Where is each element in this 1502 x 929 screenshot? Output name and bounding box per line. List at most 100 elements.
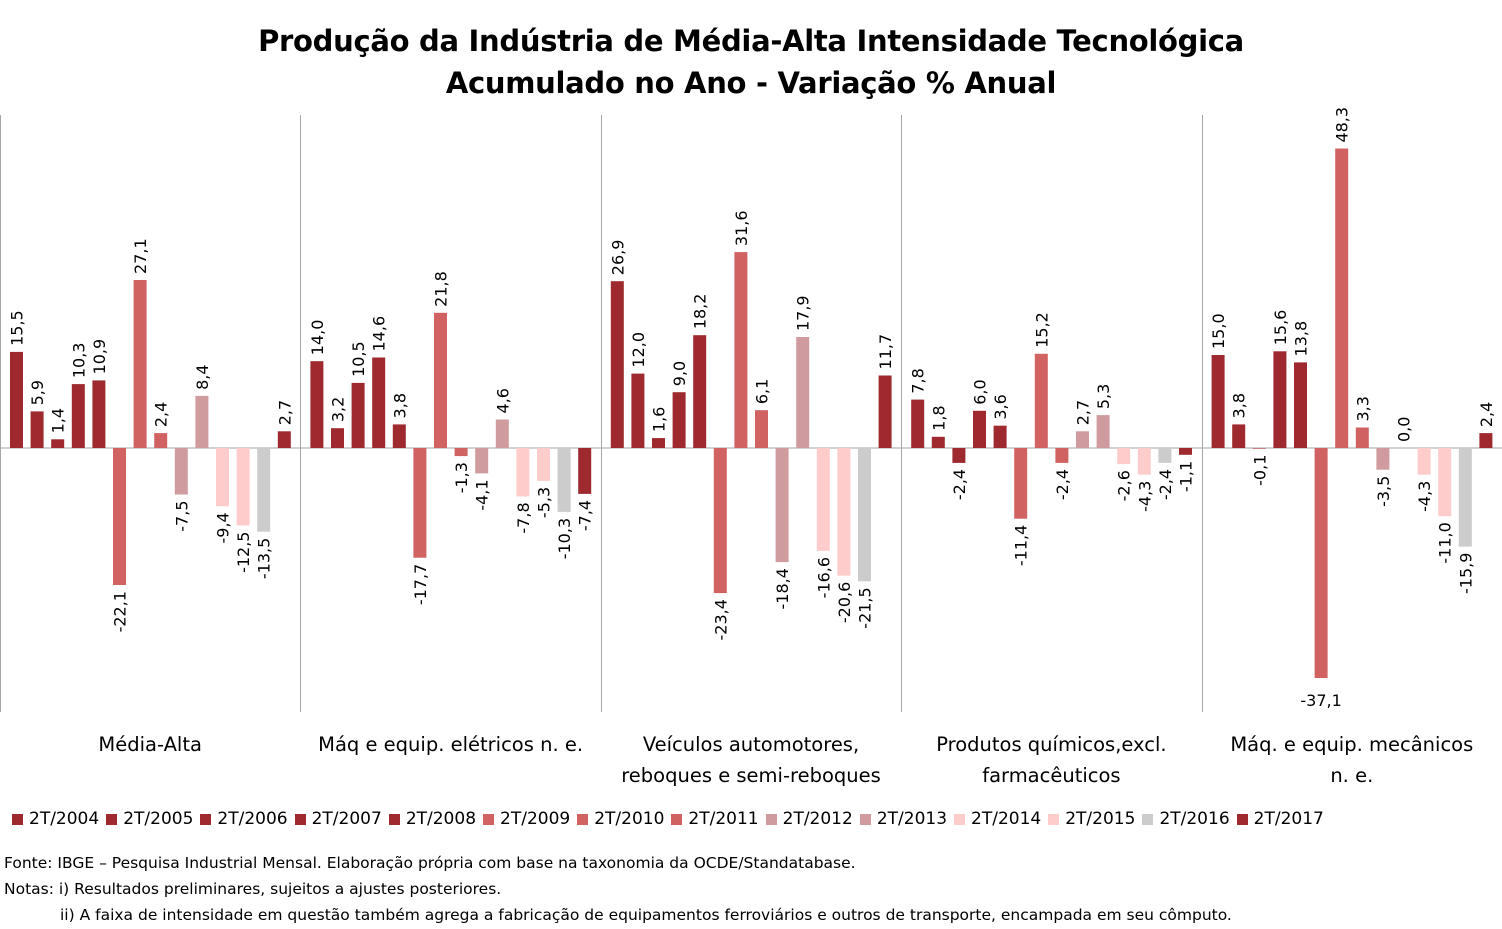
bar-2T-2015-cat1 (236, 448, 250, 526)
data-label: -22,1 (111, 591, 130, 632)
bar-2T-2008-cat4 (993, 425, 1007, 448)
legend-swatch (294, 813, 306, 825)
data-label: -9,4 (214, 512, 233, 543)
bar-2T-2008-cat5 (1294, 362, 1307, 448)
bar-2T-2006-cat3 (652, 438, 665, 448)
bar-2T-2010-cat2 (434, 312, 447, 448)
data-label: -10,3 (555, 518, 574, 559)
data-label: 17,9 (794, 295, 813, 331)
bar-2T-2011-cat5 (1355, 427, 1369, 448)
category-label: Veículos automotores, (643, 733, 859, 756)
legend-swatch (483, 813, 495, 825)
legend-label: 2T/2011 (688, 809, 759, 829)
bar-2T-2004-cat5 (1211, 355, 1225, 448)
legend-label: 2T/2006 (217, 809, 288, 829)
data-label: -20,6 (835, 582, 854, 623)
data-label: -7,8 (514, 502, 533, 533)
data-label: 15,2 (1032, 312, 1051, 348)
bar-2T-2012-cat3 (775, 448, 789, 563)
bar-2T-2010-cat4 (1034, 353, 1048, 448)
legend-swatch (12, 813, 23, 825)
bar-2T-2016-cat2 (557, 448, 571, 512)
data-label: 14,6 (370, 316, 389, 352)
data-label: -1,3 (452, 462, 471, 493)
data-label: 15,6 (1271, 310, 1290, 346)
legend-item: 2T/2013 (859, 809, 948, 829)
data-label: 5,3 (1094, 384, 1113, 409)
legend-label: 2T/2013 (876, 809, 948, 829)
legend-item: 2T/2004 (12, 809, 99, 829)
legend-label: 2T/2017 (1253, 809, 1324, 829)
bar-2T-2016-cat1 (257, 448, 271, 532)
bar-2T-2009-cat5 (1314, 448, 1328, 678)
note-1: Notas: i) Resultados preliminares, sujei… (4, 880, 502, 898)
data-label: -21,5 (856, 587, 875, 628)
bar-2T-2015-cat4 (1137, 448, 1151, 475)
bar-2T-2007-cat2 (372, 357, 386, 448)
data-label: -3,5 (1374, 476, 1393, 507)
data-label: -12,5 (234, 532, 253, 573)
bar-2T-2009-cat1 (113, 448, 126, 585)
data-label: -4,1 (473, 479, 492, 510)
legend-label: 2T/2014 (971, 809, 1042, 829)
data-label: -1,1 (1177, 461, 1196, 492)
data-label: 15,5 (8, 310, 27, 346)
data-label: -0,1 (1250, 455, 1269, 486)
data-label: 3,2 (329, 397, 348, 422)
bar-2T-2014-cat1 (216, 448, 229, 507)
bar-2T-2004-cat2 (310, 361, 324, 448)
bar-2T-2008-cat1 (92, 380, 106, 448)
data-label: 3,3 (1353, 396, 1372, 421)
data-label: 2,7 (1074, 400, 1093, 425)
bar-2T-2012-cat4 (1076, 431, 1089, 448)
data-label: 3,8 (390, 393, 409, 418)
legend-swatch (106, 813, 118, 825)
data-label: -11,0 (1436, 522, 1455, 563)
category-label: Máq e equip. elétricos n. e. (318, 733, 583, 756)
bar-2T-2013-cat2 (495, 419, 509, 448)
legend-swatch (200, 813, 212, 825)
bar-2T-2011-cat1 (154, 433, 168, 448)
bar-2T-2014-cat3 (816, 448, 830, 551)
bar-2T-2011-cat2 (454, 448, 468, 457)
data-label: 14,0 (308, 320, 327, 356)
data-label: -2,4 (950, 469, 969, 500)
bar-2T-2017-cat1 (277, 431, 291, 448)
data-label: 10,5 (349, 341, 368, 377)
data-label: -13,5 (255, 538, 274, 579)
legend-label: 2T/2005 (123, 809, 194, 829)
chart-legend: 2T/2004 2T/2005 2T/2006 2T/2007 2T/2008 2T/20… (12, 806, 1502, 832)
data-label: 1,4 (49, 408, 68, 433)
data-label: 3,8 (1230, 393, 1249, 418)
note-2: ii) A faixa de intensidade em questão ta… (60, 906, 1232, 924)
legend-item: 2T/2008 (388, 809, 477, 829)
bar-2T-2014-cat5 (1417, 448, 1431, 475)
data-label: 8,4 (193, 364, 212, 389)
data-label: -7,5 (172, 501, 191, 532)
legend-label: 2T/2008 (405, 809, 477, 829)
legend-item: 2T/2011 (671, 809, 759, 829)
bar-2T-2017-cat2 (578, 448, 592, 494)
data-label: -4,3 (1135, 481, 1154, 512)
legend-swatch (1048, 813, 1060, 825)
bar-2T-2004-cat4 (911, 399, 925, 448)
data-label: -5,3 (535, 487, 554, 518)
bar-chart: 15,5 14,0 26,9 7,8 15,0 5,9 3,2 12,0 1,8 3,8 1,4 10… (0, 107, 1502, 787)
data-label: -7,4 (576, 500, 595, 531)
legend-label: 2T/2007 (311, 809, 382, 829)
data-label: 3,6 (991, 394, 1010, 419)
legend-label: 2T/2010 (594, 809, 665, 829)
data-label: -2,6 (1115, 470, 1134, 501)
bar-2T-2008-cat3 (693, 335, 707, 448)
bar-2T-2009-cat3 (713, 448, 727, 594)
bar-2T-2012-cat1 (174, 448, 188, 495)
bar-2T-2004-cat3 (610, 281, 624, 448)
data-label: -2,4 (1053, 469, 1072, 500)
bar-2T-2006-cat4 (952, 448, 966, 463)
bar-2T-2005-cat2 (331, 428, 344, 448)
bar-2T-2009-cat2 (413, 448, 427, 558)
legend-swatch (1236, 813, 1248, 825)
bar-2T-2016-cat3 (858, 448, 871, 582)
data-label: 4,6 (493, 388, 512, 413)
bar-2T-2009-cat4 (1014, 448, 1028, 519)
